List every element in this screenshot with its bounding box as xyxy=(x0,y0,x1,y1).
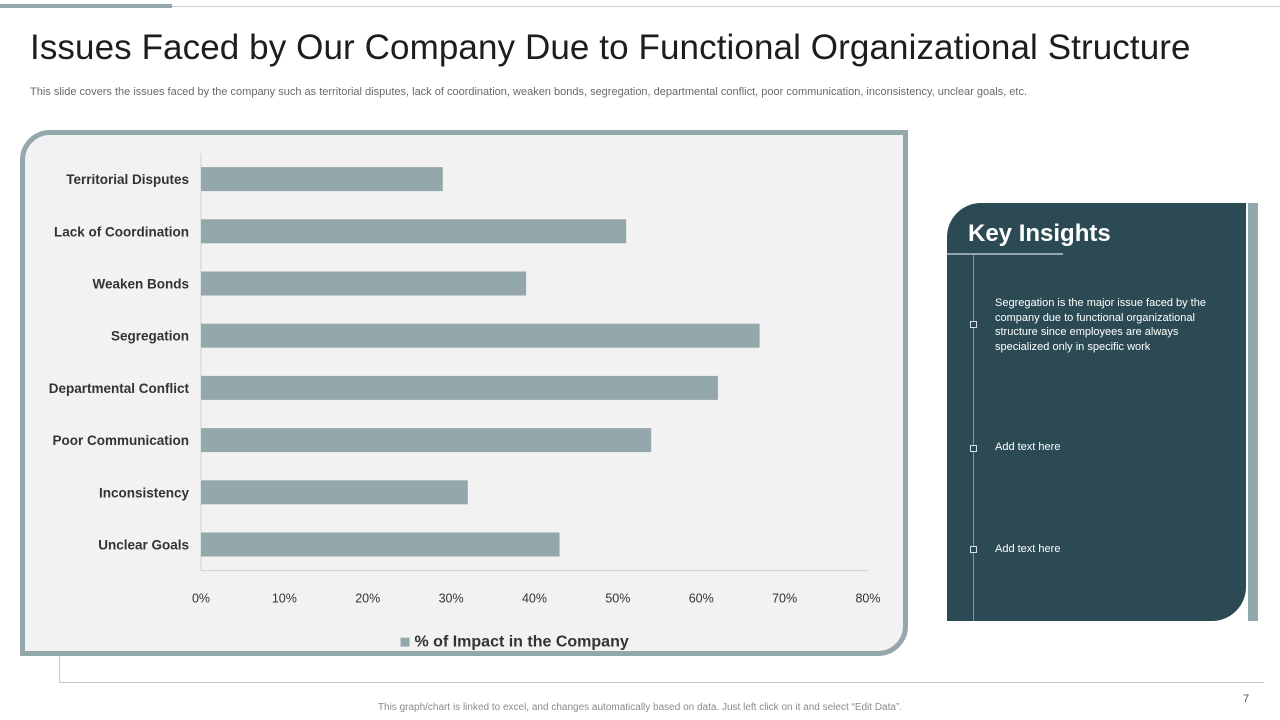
footer-note: This graph/chart is linked to excel, and… xyxy=(377,702,903,713)
bar[interactable] xyxy=(201,375,718,400)
timeline-line xyxy=(973,255,974,621)
bar[interactable] xyxy=(201,480,468,505)
key-insights-title: Key Insights xyxy=(968,220,1111,247)
x-tick-label: 60% xyxy=(689,592,714,606)
top-accent-bar xyxy=(0,4,172,8)
category-label: Territorial Disputes xyxy=(66,172,189,187)
legend-label: % of Impact in the Company xyxy=(415,634,629,651)
category-label: Lack of Coordination xyxy=(54,224,189,239)
bar[interactable] xyxy=(201,532,560,557)
x-tick-label: 80% xyxy=(855,592,880,606)
key-insights-panel: Key Insights Segregation is the major is… xyxy=(947,203,1246,621)
x-tick-label: 20% xyxy=(355,592,380,606)
insight-item-3[interactable]: Add text here xyxy=(995,543,1061,555)
key-insights-underline xyxy=(947,253,1063,255)
page-title: Issues Faced by Our Company Due to Funct… xyxy=(30,28,1191,67)
bar[interactable] xyxy=(201,323,760,348)
bar[interactable] xyxy=(201,219,627,244)
bullet-square-icon xyxy=(970,546,977,553)
insights-accent-bar xyxy=(1248,203,1258,621)
bar-chart[interactable]: Territorial Disputes Lack of Coordination… xyxy=(25,135,903,651)
x-tick-label: 0% xyxy=(192,592,210,606)
footer-rule-vertical xyxy=(59,656,60,682)
bar[interactable] xyxy=(201,167,443,192)
category-label: Poor Communication xyxy=(52,433,189,448)
x-tick-label: 40% xyxy=(522,592,547,606)
bar[interactable] xyxy=(201,428,652,453)
chart-panel[interactable]: Territorial Disputes Lack of Coordination… xyxy=(20,130,908,656)
bullet-square-icon xyxy=(970,321,977,328)
legend-swatch xyxy=(400,637,410,647)
insight-item-2[interactable]: Add text here xyxy=(995,441,1061,453)
category-label: Segregation xyxy=(111,329,189,344)
category-label: Departmental Conflict xyxy=(49,381,190,396)
footer-rule xyxy=(59,682,1264,683)
category-label: Unclear Goals xyxy=(98,538,189,553)
category-label: Inconsistency xyxy=(99,485,190,500)
x-tick-label: 10% xyxy=(272,592,297,606)
bar[interactable] xyxy=(201,271,527,296)
page-subtitle: This slide covers the issues faced by th… xyxy=(30,86,1028,98)
insight-item-1[interactable]: Segregation is the major issue faced by … xyxy=(995,297,1206,353)
x-tick-label: 70% xyxy=(772,592,797,606)
category-label: Weaken Bonds xyxy=(92,277,189,292)
page-number: 7 xyxy=(1243,693,1250,705)
top-divider xyxy=(0,6,1280,7)
x-tick-label: 30% xyxy=(439,592,464,606)
bullet-square-icon xyxy=(970,445,977,452)
x-tick-label: 50% xyxy=(605,592,630,606)
